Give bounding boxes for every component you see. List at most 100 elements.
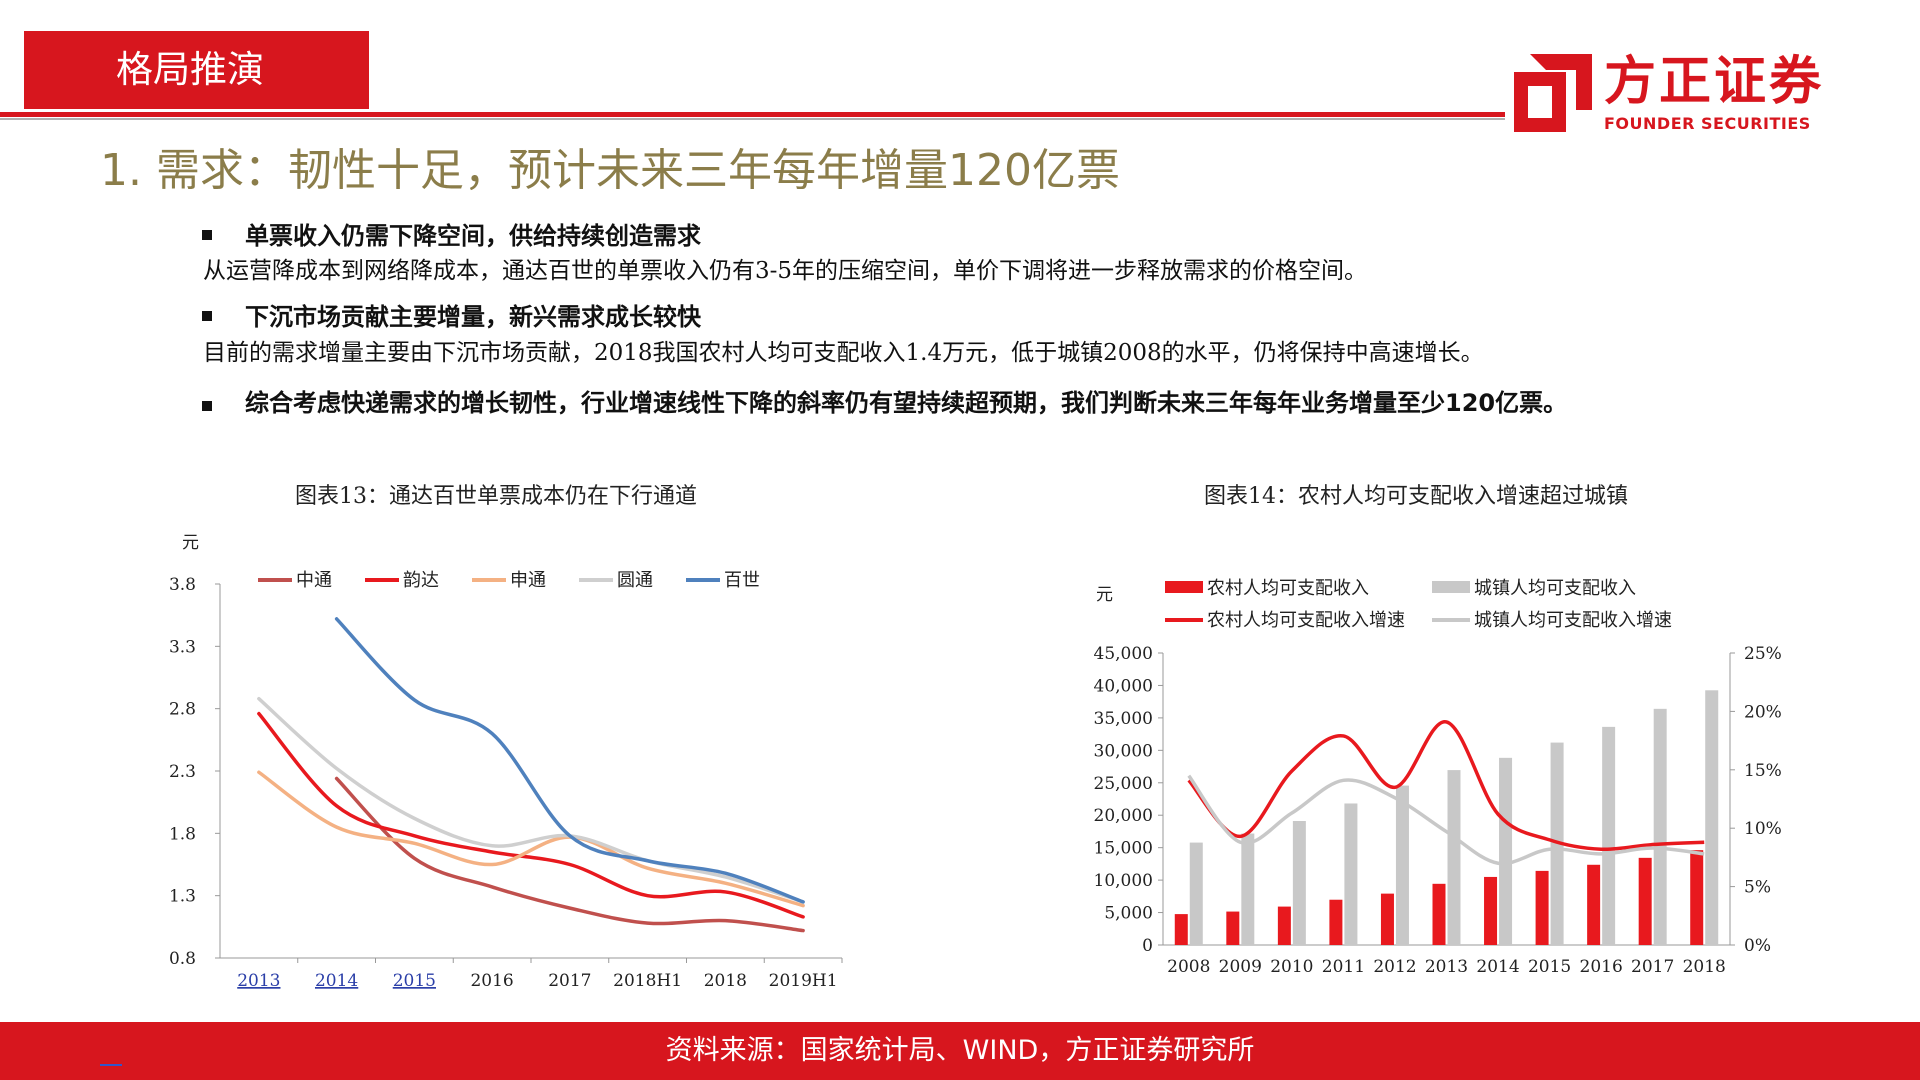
bar-rural-income [1432,883,1446,945]
chart13-title: 图表13：通达百世单票成本仍在下行通道 [295,484,697,509]
y-tick-label: 45,000 [1094,644,1153,664]
x-tick-label: 2018H1 [613,971,682,991]
series-line-5 [334,617,805,904]
x-tick-label[interactable]: 2013 [237,971,280,991]
header-rule [0,112,1505,117]
y-tick-label: 10,000 [1094,871,1153,891]
x-tick-label: 2009 [1219,957,1262,977]
series-line-3 [257,770,805,908]
bullet-heading-2: 下沉市场贡献主要增量，新兴需求成长较快 [245,303,701,331]
legend-label: 圆通 [617,570,653,591]
bar-rural-income [1380,893,1394,945]
footer-link-mark [100,1064,122,1066]
x-tick-label: 2010 [1270,957,1313,977]
bullet-heading-3: 综合考虑快递需求的增长韧性，行业增速线性下降的斜率仍有望持续超预期，我们判断未来… [245,389,1568,417]
bar-urban-income [1241,833,1255,945]
bar-rural-income [1484,876,1498,945]
y-tick-label: 1.3 [169,887,196,907]
legend-label: 中通 [296,570,332,591]
x-tick-label: 2017 [1631,957,1674,977]
x-tick-label: 2018 [1683,957,1726,977]
bar-rural-income [1690,850,1704,945]
legend-label: 城镇人均可支配收入 [1474,578,1636,599]
y-tick-label: 1.8 [169,824,196,844]
bar-rural-income [1174,914,1188,945]
legend-label: 韵达 [403,570,439,591]
footer-bar: 资料来源：国家统计局、WIND，方正证券研究所 [0,1022,1920,1080]
bar-urban-income [1499,757,1513,945]
bar-urban-income [1602,726,1616,945]
y2-tick-label: 25% [1744,644,1782,664]
x-tick-label[interactable]: 2014 [315,971,358,991]
x-tick-label: 2016 [470,971,513,991]
bar-urban-income [1653,708,1667,945]
bullet-heading-1: 单票收入仍需下降空间，供给持续创造需求 [245,222,701,250]
section-label: 格局推演 [24,31,369,109]
bullet-marker [202,401,212,411]
legend-swatch [1432,581,1470,593]
logo-english-name: FOUNDER SECURITIES [1604,114,1811,133]
y-tick-label: 35,000 [1094,709,1153,729]
y-tick-label: 30,000 [1094,741,1153,761]
y-tick-label: 25,000 [1094,774,1153,794]
y2-tick-label: 0% [1744,936,1771,956]
series-line-1 [334,776,805,933]
x-tick-label: 2014 [1476,957,1519,977]
logo-chinese-name: 方正证券 [1604,52,1825,112]
legend-label: 农村人均可支配收入 [1207,578,1369,599]
x-tick-label: 2015 [1528,957,1571,977]
y-tick-label: 15,000 [1094,839,1153,859]
bar-rural-income [1638,857,1652,945]
legend-swatch [1165,581,1203,593]
y-tick-label: 20,000 [1094,806,1153,826]
legend-label: 农村人均可支配收入增速 [1207,610,1405,631]
x-tick-label[interactable]: 2015 [393,971,436,991]
bullet-marker [202,311,212,321]
bar-rural-income [1329,899,1343,945]
bullet-marker [202,230,212,240]
y2-tick-label: 5% [1744,878,1771,898]
y-tick-label: 0.8 [169,949,196,969]
y-axis-unit: 元 [182,533,199,553]
legend-label: 城镇人均可支配收入增速 [1474,610,1672,631]
y-tick-label: 0 [1142,936,1153,956]
bar-rural-income [1226,911,1240,945]
y2-tick-label: 15% [1744,761,1782,781]
bar-urban-income [1395,785,1409,945]
bar-urban-income [1705,690,1719,945]
bar-urban-income [1447,770,1461,945]
y-tick-label: 3.3 [169,637,196,657]
x-tick-label: 2013 [1425,957,1468,977]
chart13-line-chart: 元 3.8 3.3 2.8 2.3 1.8 1.3 0.8 2013 2014 2015 2016 20… [169,533,843,991]
x-tick-label: 2017 [548,971,591,991]
bar-urban-income [1344,803,1358,945]
y-tick-label: 2.3 [169,762,196,782]
chart14-combo-chart: 元 45,000 40,000 35,000 30,000 25,000 20,000 15,… [1094,578,1782,977]
y-tick-label: 40,000 [1094,676,1153,696]
series-line-2 [257,711,805,919]
x-tick-label: 2018 [704,971,747,991]
founder-logo-icon [1514,54,1592,132]
y-axis-unit: 元 [1096,585,1113,605]
founder-logo: 方正证券 FOUNDER SECURITIES [1508,48,1830,138]
y2-tick-label: 10% [1744,819,1782,839]
y-tick-label: 3.8 [169,575,196,595]
bar-rural-income [1277,906,1291,945]
x-tick-label: 2012 [1373,957,1416,977]
bar-rural-income [1587,864,1601,945]
x-tick-label: 2011 [1322,957,1365,977]
bar-rural-income [1535,870,1549,945]
line-urban-growth [1187,774,1705,866]
legend-label: 申通 [510,570,546,591]
series-line-4 [257,696,805,904]
line-rural-growth [1187,720,1705,852]
x-tick-label: 2008 [1167,957,1210,977]
bullet-body-2: 目前的需求增量主要由下沉市场贡献，2018我国农村人均可支配收入1.4万元，低于… [203,340,1484,366]
y2-tick-label: 20% [1744,702,1782,722]
y-tick-label: 2.8 [169,700,196,720]
source-note: 资料来源：国家统计局、WIND，方正证券研究所 [665,1035,1255,1066]
bar-urban-income [1189,842,1203,945]
chart14-title: 图表14：农村人均可支配收入增速超过城镇 [1204,484,1628,509]
y-tick-label: 5,000 [1104,904,1153,924]
x-tick-label: 2016 [1580,957,1623,977]
